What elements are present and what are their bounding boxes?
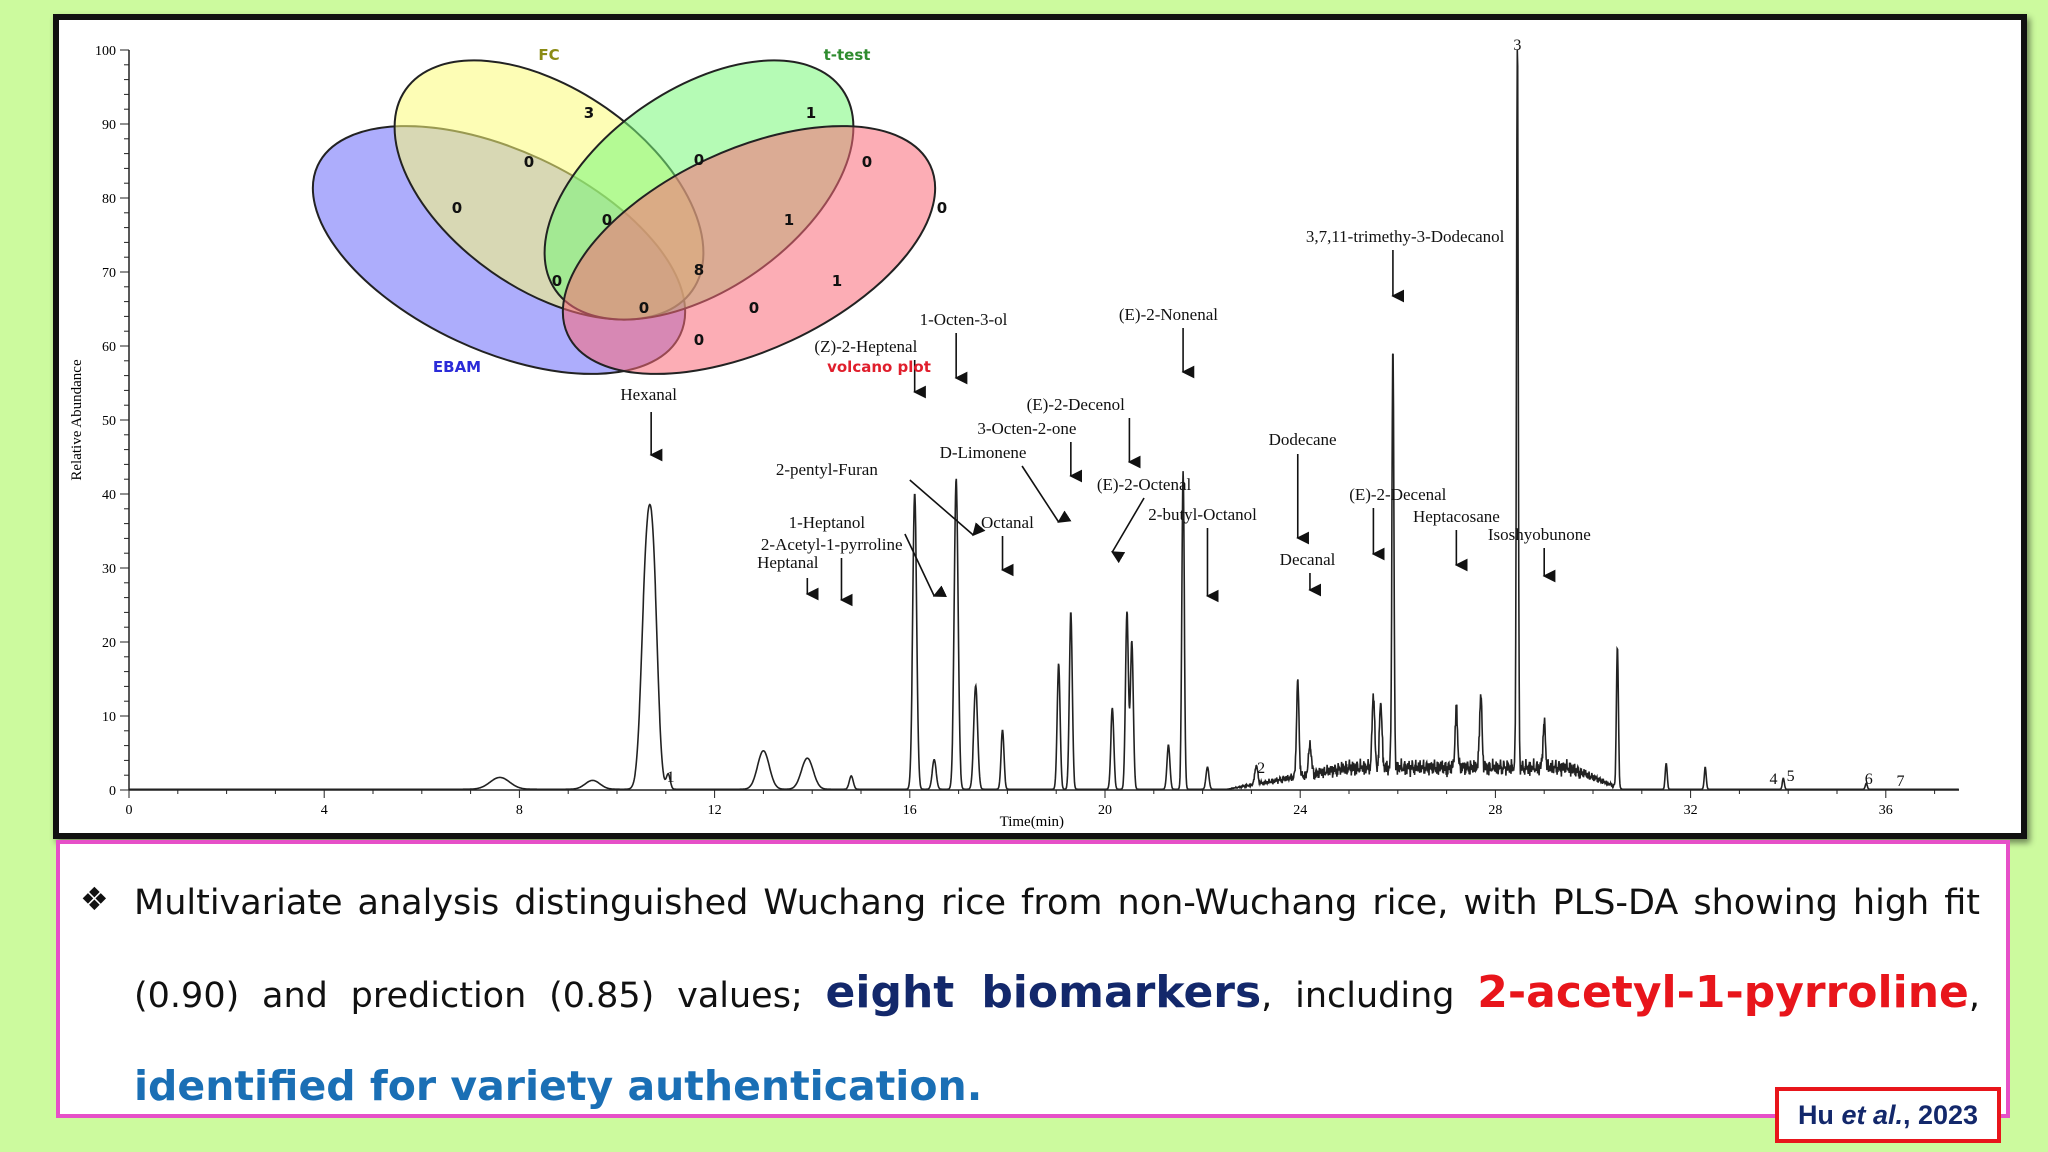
venn-count: 0 (524, 153, 534, 171)
x-tick-label: 4 (321, 803, 328, 818)
peak-label: 2-pentyl-Furan (776, 460, 878, 479)
peak-number: 3 (1513, 37, 1521, 54)
highlight-2ap: 2-acetyl-1-pyrroline (1477, 967, 1969, 1018)
y-tick-label: 100 (95, 44, 116, 59)
peak-number: 7 (1896, 773, 1904, 790)
venn-count: 0 (862, 153, 872, 171)
x-tick-label: 0 (126, 803, 133, 818)
peak-label: (E)-2-Decenal (1349, 485, 1446, 504)
venn-count: 0 (552, 272, 562, 290)
venn-set-label: volcano plot (827, 358, 931, 376)
x-tick-label: 24 (1293, 803, 1307, 818)
peak-number: 2 (1257, 760, 1265, 777)
peak-number: 1 (667, 769, 675, 786)
peak-label: Octanal (981, 513, 1034, 532)
y-tick-label: 90 (102, 118, 116, 133)
peak-label: 3-Octen-2-one (977, 419, 1076, 438)
venn-count: 0 (452, 199, 462, 217)
venn-count: 1 (784, 211, 794, 229)
y-tick-label: 70 (102, 266, 116, 281)
venn-count: 0 (749, 299, 759, 317)
chromatogram-panel: 0 4 8 12 16 20 24 28 32 36 0 10 20 30 40 50 60 70 80 90 100 … (53, 14, 2027, 839)
peak-label: Hexanal (620, 385, 677, 404)
peak-arrow (905, 534, 934, 596)
summary-part-3: , (1969, 976, 1980, 1016)
peak-arrow (1112, 498, 1144, 552)
citation-etal: et al. (1841, 1100, 1903, 1131)
y-tick-label: 40 (102, 488, 116, 503)
venn-set-label: EBAM (433, 358, 481, 376)
venn-count: 0 (694, 331, 704, 349)
peak-label: 3,7,11-trimethy-3-Dodecanol (1306, 227, 1505, 246)
y-tick-label: 10 (102, 710, 116, 725)
y-tick-label: 0 (109, 784, 116, 799)
venn-count: 1 (832, 272, 842, 290)
peak-number: 5 (1787, 768, 1795, 785)
x-tick-label: 32 (1684, 803, 1698, 818)
venn-diagram: FC t-test EBAM volcano plot 3 1 0 0 0 0 0 0 1 8 0 1 0 0 0 (299, 20, 999, 380)
citation-author: Hu (1798, 1100, 1842, 1131)
peak-number: 4 (1770, 771, 1778, 788)
venn-count: 0 (937, 199, 947, 217)
x-tick-label: 36 (1879, 803, 1893, 818)
venn-set-label: FC (538, 46, 559, 64)
peak-label: Heptacosane (1413, 507, 1500, 526)
peak-label: D-Limonene (940, 443, 1027, 462)
x-axis-label: Time(min) (1000, 814, 1064, 830)
highlight-authentication: identified for variety authentication. (134, 1062, 982, 1110)
x-tick-label: 20 (1098, 803, 1112, 818)
peak-label: Isoshyobunone (1488, 525, 1591, 544)
peak-number: 6 (1865, 771, 1873, 788)
summary-text: Multivariate analysis distinguished Wuch… (134, 858, 1980, 1134)
peak-label: Heptanal (757, 553, 819, 572)
peak-label: 1-Heptanol (789, 513, 866, 532)
peak-label: 2-Acetyl-1-pyrroline (761, 535, 903, 554)
y-tick-label: 50 (102, 414, 116, 429)
venn-count: 8 (694, 261, 704, 279)
x-tick-label: 12 (708, 803, 722, 818)
venn-count: 0 (602, 211, 612, 229)
venn-count: 3 (584, 104, 594, 122)
venn-count: 1 (806, 104, 816, 122)
peak-label: 2-butyl-Octanol (1148, 505, 1257, 524)
summary-part-2: , including (1261, 976, 1477, 1016)
peak-label: Dodecane (1269, 430, 1337, 449)
venn-set-label: t-test (824, 46, 871, 64)
citation-year: , 2023 (1903, 1100, 1978, 1131)
y-axis-label: Relative Abundance (69, 359, 85, 481)
y-tick-label: 60 (102, 340, 116, 355)
peak-label: (E)-2-Nonenal (1119, 305, 1218, 324)
diamond-bullet-icon: ❖ (80, 880, 109, 918)
y-tick-label: 80 (102, 192, 116, 207)
x-tick-label: 8 (516, 803, 523, 818)
peak-label: Decanal (1280, 550, 1336, 569)
x-tick-label: 16 (903, 803, 917, 818)
highlight-eight-biomarkers: eight biomarkers (826, 967, 1262, 1018)
peak-label: (E)-2-Octenal (1097, 475, 1192, 494)
y-tick-label: 30 (102, 562, 116, 577)
venn-count: 0 (694, 151, 704, 169)
x-tick-label: 28 (1488, 803, 1502, 818)
venn-count: 0 (639, 299, 649, 317)
summary-box: ❖ Multivariate analysis distinguished Wu… (56, 840, 2010, 1118)
y-tick-label: 20 (102, 636, 116, 651)
peak-arrow (910, 480, 973, 535)
citation-box: Hu et al., 2023 (1775, 1087, 2001, 1143)
peak-label: (E)-2-Decenol (1027, 395, 1125, 414)
